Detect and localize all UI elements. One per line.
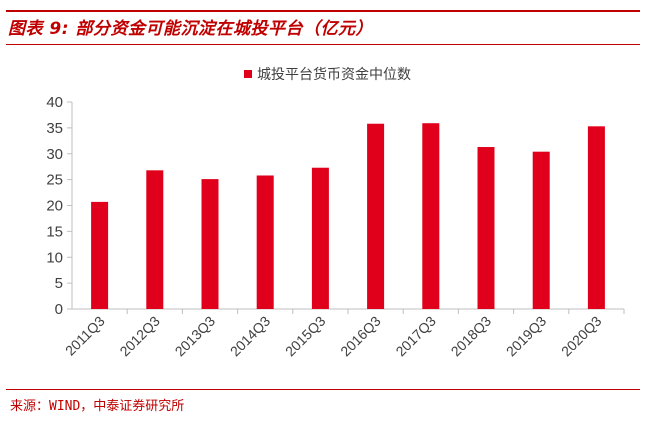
bar — [146, 170, 164, 309]
bar — [422, 123, 440, 309]
legend-swatch — [244, 70, 252, 78]
bottom-rule — [6, 389, 640, 390]
x-tick-label: 2018Q3 — [448, 313, 495, 360]
bar — [201, 179, 219, 309]
y-tick-label: 35 — [46, 120, 63, 137]
x-tick-label: 2012Q3 — [116, 313, 163, 360]
y-tick-label: 5 — [55, 275, 63, 292]
x-tick-label: 2016Q3 — [337, 313, 384, 360]
y-tick-label: 0 — [55, 301, 63, 318]
bar — [256, 175, 274, 309]
x-tick-label: 2015Q3 — [282, 313, 329, 360]
bar — [532, 151, 550, 309]
bar — [367, 123, 385, 309]
bar — [311, 167, 329, 309]
source-note: 来源：WIND，中泰证券研究所 — [10, 399, 185, 414]
x-tick-label: 2014Q3 — [227, 313, 274, 360]
y-tick-label: 20 — [46, 198, 63, 215]
x-tick-label: 2020Q3 — [558, 313, 605, 360]
x-tick-label: 2017Q3 — [392, 313, 439, 360]
y-tick-label: 25 — [46, 172, 63, 189]
y-tick-label: 30 — [46, 146, 63, 163]
bar — [587, 126, 605, 309]
y-tick-label: 15 — [46, 223, 63, 240]
legend-label: 城投平台货币资金中位数 — [257, 66, 411, 83]
x-tick-label: 2011Q3 — [62, 313, 108, 359]
figure-title: 图表 9: 部分资金可能沉淀在城投平台（亿元） — [8, 19, 373, 39]
y-tick-label: 10 — [46, 249, 63, 266]
bar — [477, 147, 495, 309]
x-tick-label: 2013Q3 — [172, 313, 219, 360]
x-tick-label: 2019Q3 — [503, 313, 550, 360]
y-tick-label: 40 — [46, 94, 63, 111]
title-rule — [6, 44, 640, 45]
top-rule — [6, 10, 640, 12]
bar — [91, 201, 109, 309]
